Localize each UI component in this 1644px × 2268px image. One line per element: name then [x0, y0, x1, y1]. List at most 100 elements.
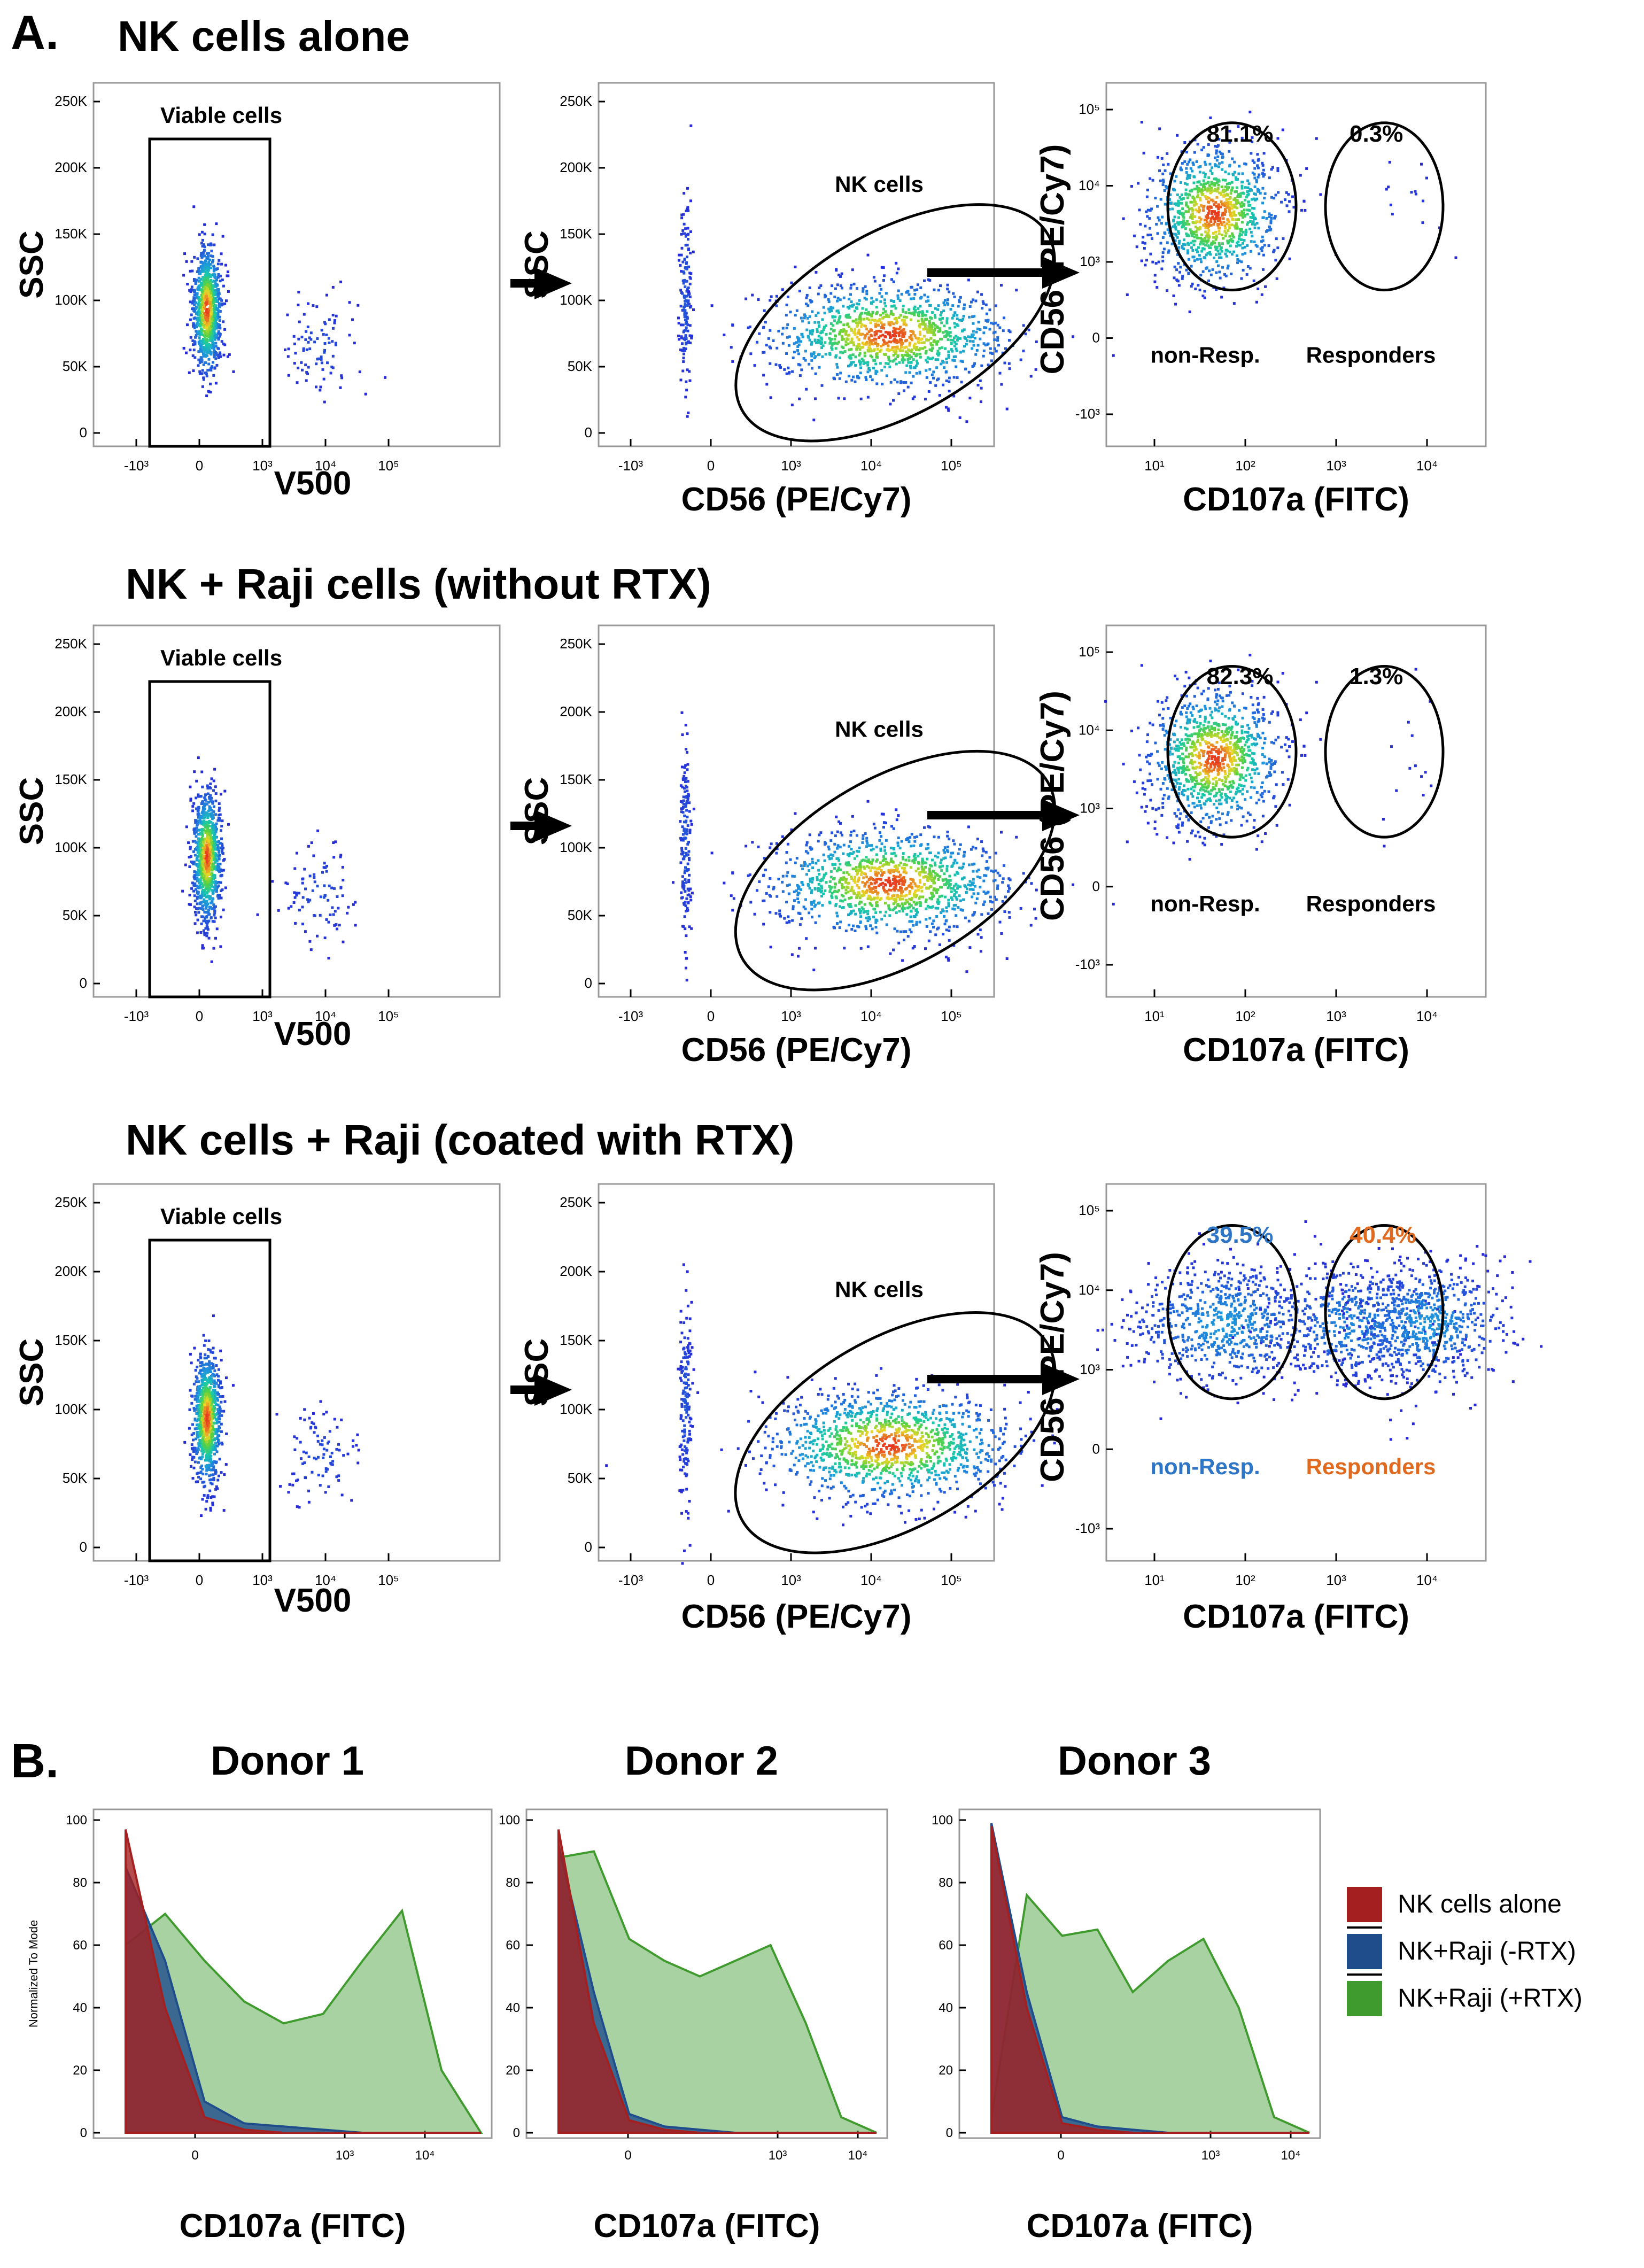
event-dot [681, 786, 684, 788]
event-dot [944, 335, 947, 338]
x-tick-label: 10⁵ [378, 1008, 399, 1024]
event-dot [866, 312, 869, 315]
event-dot [836, 891, 839, 893]
event-dot [923, 341, 926, 344]
event-dot [884, 310, 887, 313]
event-dot [813, 321, 816, 324]
event-dot [1246, 180, 1249, 182]
event-dot [815, 862, 817, 865]
event-dot [928, 390, 930, 393]
event-dot [948, 327, 951, 329]
event-dot [854, 328, 856, 330]
event-dot [947, 886, 949, 889]
event-dot [867, 254, 870, 257]
event-dot [832, 316, 834, 319]
event-dot [332, 841, 335, 844]
event-dot [683, 795, 685, 798]
event-dot [996, 339, 999, 342]
event-dot [1274, 259, 1277, 261]
event-dot [1185, 189, 1188, 191]
event-dot [303, 868, 306, 871]
event-dot [212, 274, 215, 276]
event-dot [833, 851, 836, 854]
event-dot [199, 931, 202, 934]
event-dot [897, 889, 900, 892]
event-dot [1172, 219, 1175, 221]
event-dot [754, 364, 756, 367]
event-dot [1182, 219, 1185, 222]
event-dot [809, 339, 811, 342]
event-dot [896, 841, 899, 844]
event-dot [854, 309, 856, 312]
event-dot [883, 302, 886, 305]
event-dot [686, 979, 688, 981]
x-axis-label: V500 [274, 1016, 352, 1052]
event-dot [1410, 191, 1413, 193]
event-dot [687, 233, 689, 236]
event-dot [1282, 128, 1284, 131]
event-dot [219, 351, 221, 354]
event-dot [1272, 251, 1275, 253]
event-dot [953, 345, 956, 347]
event-dot [842, 346, 844, 349]
event-dot [328, 318, 331, 321]
event-dot [1191, 170, 1193, 173]
event-dot [963, 851, 966, 854]
event-dot [193, 293, 196, 296]
event-dot [216, 267, 219, 270]
event-dot [864, 297, 866, 299]
event-dot [994, 347, 996, 350]
event-dot [922, 328, 925, 331]
event-dot [1228, 241, 1230, 244]
event-dot [297, 304, 299, 306]
event-dot [1207, 207, 1209, 210]
event-dot [1201, 205, 1204, 207]
event-dot [201, 270, 204, 273]
event-dot [1239, 192, 1242, 195]
event-dot [212, 342, 215, 345]
event-dot [937, 304, 940, 307]
event-dot [1303, 200, 1306, 203]
event-dot [842, 329, 844, 332]
event-dot [855, 318, 858, 321]
event-dot [824, 312, 826, 314]
event-dot [883, 298, 886, 301]
event-dot [207, 810, 210, 812]
event-dot [1231, 187, 1234, 189]
event-dot [1203, 247, 1206, 250]
event-dot [901, 359, 904, 361]
event-dot [959, 351, 962, 354]
event-dot [990, 322, 992, 324]
event-dot [898, 328, 901, 330]
event-dot [1244, 246, 1246, 249]
event-dot [313, 340, 316, 343]
event-dot [212, 816, 215, 819]
event-dot [1176, 193, 1179, 196]
event-dot [839, 357, 841, 359]
x-tick-label: -10³ [618, 1008, 643, 1024]
event-dot [685, 785, 687, 787]
event-dot [682, 925, 685, 928]
event-dot [910, 845, 912, 847]
event-dot [687, 412, 689, 414]
event-dot [811, 367, 813, 369]
event-dot [286, 883, 289, 885]
event-dot [307, 901, 310, 903]
event-dot [689, 296, 692, 298]
event-dot [872, 311, 874, 314]
event-dot [848, 334, 850, 336]
event-dot [205, 302, 208, 305]
event-dot [218, 326, 221, 328]
event-dot [937, 289, 940, 291]
event-dot [197, 829, 200, 832]
event-dot [190, 260, 193, 263]
event-dot [1228, 173, 1230, 175]
event-dot [196, 270, 199, 273]
event-dot [791, 370, 794, 373]
event-dot [184, 864, 187, 866]
event-dot [854, 364, 857, 367]
event-dot [1214, 157, 1216, 159]
event-dot [769, 329, 771, 332]
event-dot [916, 288, 918, 291]
event-dot [751, 841, 754, 843]
